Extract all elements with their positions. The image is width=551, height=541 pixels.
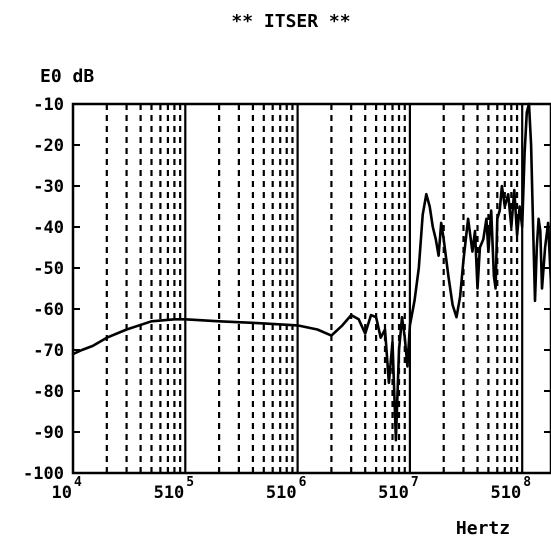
x-tick-base: 10 bbox=[52, 483, 72, 503]
y-tick-label: -20 bbox=[33, 136, 64, 156]
series-line-group bbox=[71, 102, 551, 442]
y-tick-label: -100 bbox=[23, 464, 64, 484]
y-tick-label: -80 bbox=[33, 382, 64, 402]
x-axis-label: Hertz bbox=[456, 518, 510, 539]
x-tick-exponent: 7 bbox=[411, 475, 419, 490]
series-line bbox=[71, 102, 551, 442]
chart-title: ** ITSER ** bbox=[231, 11, 350, 32]
y-tick-labels: -10 -20 -30 -40 -50 -60 -70 -80 -90 -100 bbox=[23, 95, 551, 484]
y-tick-label: -70 bbox=[33, 341, 64, 361]
y-tick-label: -60 bbox=[33, 300, 64, 320]
y-tick-label: -30 bbox=[33, 177, 64, 197]
grid-lines bbox=[105, 104, 524, 473]
y-tick-label: -10 bbox=[33, 95, 64, 115]
x-tick-exponent: 5 bbox=[186, 475, 194, 490]
x-tick-label: 104 bbox=[52, 475, 82, 503]
x-tick-base: 510 bbox=[266, 483, 297, 503]
y-tick-label: -40 bbox=[33, 218, 64, 238]
x-tick-base: 510 bbox=[378, 483, 409, 503]
x-tick-base: 510 bbox=[154, 483, 185, 503]
y-tick-label: -90 bbox=[33, 423, 64, 443]
x-tick-exponent: 6 bbox=[299, 475, 307, 490]
y-axis-label: E0 dB bbox=[40, 66, 94, 87]
y-tick-label: -50 bbox=[33, 259, 64, 279]
x-tick-exponent: 4 bbox=[74, 475, 82, 490]
plot-frame bbox=[71, 102, 551, 475]
x-tick-exponent: 8 bbox=[523, 475, 531, 490]
x-tick-base: 510 bbox=[490, 483, 521, 503]
